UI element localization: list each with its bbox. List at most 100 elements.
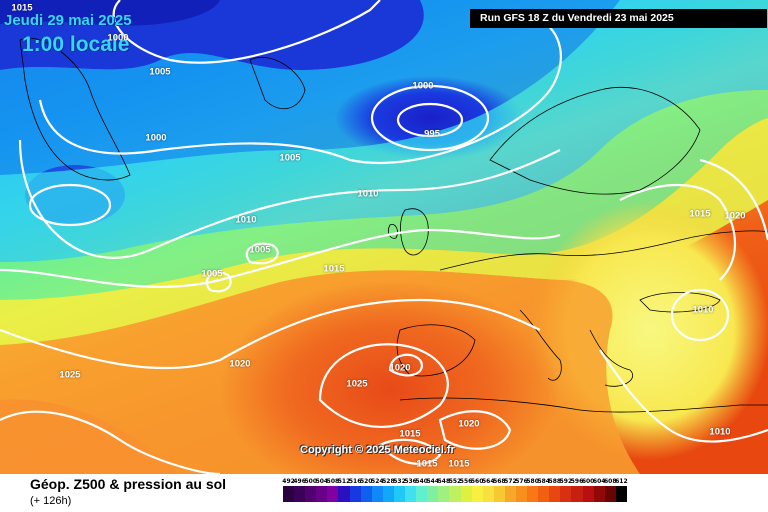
legend-tick-label: 568 bbox=[493, 478, 506, 485]
forecast-lead-time: (+ 126h) bbox=[30, 495, 72, 507]
isobar-1025-centre bbox=[318, 343, 449, 428]
legend-tick-label: 552 bbox=[448, 478, 462, 485]
isobar-label: 1005 bbox=[249, 244, 271, 256]
legend-swatch bbox=[416, 486, 428, 502]
legend-tick-label: 548 bbox=[437, 478, 451, 485]
legend-cell: 600 bbox=[581, 477, 595, 502]
isobar-995-low bbox=[396, 102, 464, 138]
isobar-label: 1015 bbox=[323, 263, 345, 275]
legend-swatch bbox=[305, 486, 317, 502]
legend-tick-label: 608 bbox=[604, 478, 617, 485]
z500-red-ridge bbox=[220, 280, 560, 474]
legend-tick-label: 592 bbox=[559, 478, 573, 485]
model-run-banner: Run GFS 18 Z du Vendredi 23 mai 2025 bbox=[470, 9, 767, 28]
isobar-1020 bbox=[0, 298, 541, 370]
isobar-1015 bbox=[0, 228, 561, 288]
legend-swatch bbox=[549, 486, 561, 502]
legend-cell: 592 bbox=[559, 477, 573, 502]
legend-swatch bbox=[493, 486, 505, 502]
legend-cell: 516 bbox=[349, 477, 361, 502]
legend-swatch bbox=[504, 486, 516, 502]
z500-band-blue bbox=[0, 0, 620, 175]
legend-swatch bbox=[460, 486, 472, 502]
legend-swatch bbox=[294, 486, 306, 502]
legend-tick-label: 520 bbox=[359, 478, 373, 485]
color-scale-legend: 492 496 500 504 508 512 516 520 524 528 532 536 540 5… bbox=[282, 477, 628, 502]
iceland-coast bbox=[249, 57, 306, 110]
legend-tick-label: 504 bbox=[315, 478, 329, 485]
legend-tick-label: 600 bbox=[581, 478, 595, 485]
legend-swatch bbox=[316, 486, 328, 502]
isobars bbox=[0, 0, 768, 474]
isobar-1015-south bbox=[378, 438, 442, 465]
isobar-1005-small-2 bbox=[205, 271, 232, 293]
isobar-label: 1025 bbox=[59, 369, 81, 381]
legend-swatch bbox=[604, 486, 616, 502]
legend-tick-label: 584 bbox=[537, 478, 550, 485]
valid-date: Jeudi 29 mai 2025 bbox=[4, 12, 132, 29]
legend-tick-label: 496 bbox=[293, 478, 306, 485]
legend-swatch bbox=[571, 486, 583, 502]
scandinavia-coast bbox=[489, 87, 701, 195]
legend-swatch bbox=[283, 486, 295, 502]
legend-cell: 584 bbox=[537, 477, 550, 502]
weather-map: Jeudi 29 mai 2025 1:00 locale Run GFS 18… bbox=[0, 0, 768, 474]
isobar-label: 1000 bbox=[107, 32, 129, 44]
isobar-label: 1010 bbox=[692, 304, 714, 316]
legend-cell: 496 bbox=[293, 477, 306, 502]
isobar-label: 1000 bbox=[145, 132, 167, 144]
legend-swatch bbox=[438, 486, 450, 502]
z500-band-yellow bbox=[0, 118, 768, 345]
copyright-notice: Copyright © 2025 Meteociel.fr bbox=[300, 444, 455, 456]
isobar-label: 1005 bbox=[149, 66, 171, 78]
uk-coast bbox=[400, 208, 429, 256]
continent-north-coast bbox=[439, 230, 768, 271]
legend-swatch bbox=[393, 486, 406, 502]
legend-cell: 524 bbox=[371, 477, 384, 502]
legend-tick-label: 596 bbox=[570, 478, 584, 485]
isobar-label: 1005 bbox=[201, 268, 223, 280]
legend-swatch bbox=[349, 486, 361, 502]
isobar-label: 1000 bbox=[412, 80, 434, 92]
isobar-label: 1015 bbox=[689, 208, 711, 220]
isobar-1015-east bbox=[619, 184, 737, 281]
coastlines bbox=[19, 37, 768, 413]
legend-swatch bbox=[482, 486, 494, 502]
isobar-label: 1025 bbox=[346, 378, 368, 390]
legend-cell: 568 bbox=[493, 477, 506, 502]
legend-tick-label: 564 bbox=[481, 478, 495, 485]
isobar-label: 1015 bbox=[416, 458, 438, 470]
legend-cell: 596 bbox=[570, 477, 584, 502]
legend-tick-label: 588 bbox=[548, 478, 562, 485]
legend-tick-label: 544 bbox=[426, 478, 440, 485]
isobar-label: 1020 bbox=[724, 210, 746, 222]
isobar-label: 1020 bbox=[229, 358, 251, 370]
legend-cell: 544 bbox=[426, 477, 440, 502]
legend-cell: 512 bbox=[338, 477, 350, 502]
product-title: Géop. Z500 & pression au sol bbox=[30, 476, 227, 492]
ireland-coast bbox=[388, 223, 398, 239]
legend-cell: 532 bbox=[393, 477, 406, 502]
isobar-label: 1015 bbox=[448, 458, 470, 470]
legend-tick-label: 532 bbox=[393, 478, 406, 485]
z500-band-orange-sw bbox=[0, 399, 180, 474]
isobar-label: 1015 bbox=[11, 2, 33, 14]
legend-cell: 540 bbox=[415, 477, 428, 502]
legend-cell: 576 bbox=[515, 477, 528, 502]
isobar-label: 1005 bbox=[279, 152, 301, 164]
black-sea-coast bbox=[639, 292, 721, 313]
z500-band-cyan bbox=[0, 0, 768, 262]
legend-swatch bbox=[615, 486, 627, 502]
legend-cell: 588 bbox=[548, 477, 562, 502]
map-footer: Géop. Z500 & pression au sol (+ 126h) 49… bbox=[0, 474, 768, 512]
legend-tick-label: 580 bbox=[526, 478, 539, 485]
legend-cell: 548 bbox=[437, 477, 451, 502]
isobar-1010-southeast bbox=[599, 349, 768, 443]
legend-tick-label: 500 bbox=[304, 478, 317, 485]
legend-cell: 572 bbox=[504, 477, 517, 502]
isobar-1025-west bbox=[0, 410, 221, 474]
isobar-1020-inner bbox=[388, 353, 423, 377]
isobar-1000-west-low bbox=[28, 183, 112, 227]
legend-tick-label: 508 bbox=[326, 478, 340, 485]
legend-tick-label: 560 bbox=[470, 478, 484, 485]
